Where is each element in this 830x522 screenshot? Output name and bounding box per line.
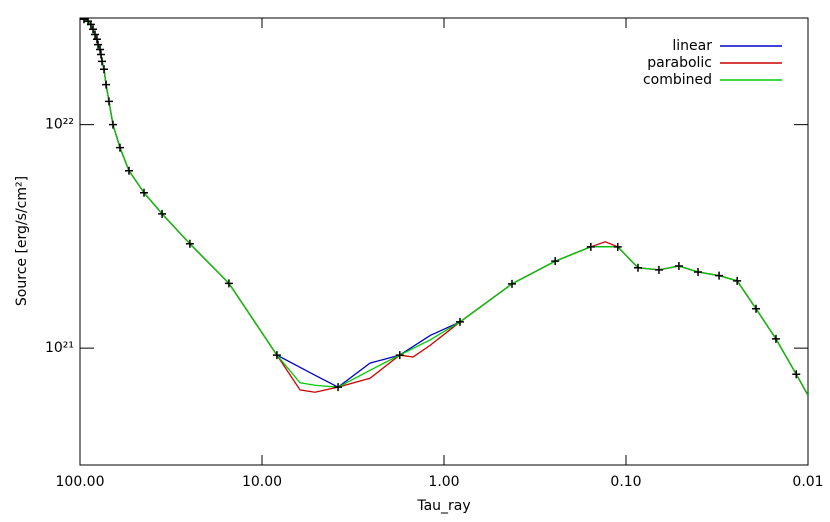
data-point — [185, 239, 194, 248]
data-point — [733, 276, 742, 285]
data-point — [89, 25, 98, 34]
data-point — [158, 209, 167, 218]
data-point — [96, 45, 105, 54]
x-tick-label: 10.00 — [242, 474, 282, 490]
x-tick-label: 1.00 — [428, 474, 459, 490]
data-point — [654, 265, 663, 274]
data-point — [86, 20, 95, 29]
legend-label: combined — [643, 72, 712, 88]
data-point — [124, 166, 133, 175]
data-point — [395, 351, 404, 360]
y-tick-label: 10²¹ — [45, 340, 74, 356]
data-point — [586, 242, 595, 251]
data-point — [792, 370, 801, 379]
x-tick-label: 0.10 — [610, 474, 641, 490]
data-point — [771, 334, 780, 343]
data-point — [108, 120, 117, 129]
data-point — [455, 317, 464, 326]
data-point — [508, 279, 517, 288]
plot-area — [80, 18, 808, 396]
data-point — [96, 50, 105, 59]
data-point — [334, 383, 343, 392]
data-point — [98, 57, 107, 66]
data-point — [115, 143, 124, 152]
data-point — [715, 271, 724, 280]
data-point — [224, 279, 233, 288]
data-point — [80, 18, 88, 24]
data-point — [104, 97, 113, 106]
data-point — [100, 65, 109, 74]
legend-label: linear — [672, 38, 712, 54]
y-axis-title: Source [erg/s/cm²] — [14, 176, 30, 306]
data-point — [551, 257, 560, 266]
data-point — [613, 242, 622, 251]
y-tick-label: 10²² — [45, 117, 74, 133]
data-point — [91, 30, 100, 39]
data-point — [752, 304, 761, 313]
x-axis-title: Tau_ray — [416, 498, 470, 514]
x-tick-label: 100.00 — [56, 474, 105, 490]
data-point — [139, 188, 148, 197]
x-tick-label: 0.01 — [792, 474, 823, 490]
data-point — [94, 40, 103, 49]
data-point — [634, 263, 643, 272]
data-point — [272, 351, 281, 360]
data-point — [92, 35, 101, 44]
data-point — [694, 268, 703, 277]
data-point — [102, 80, 111, 89]
data-point — [674, 262, 683, 271]
legend-label: parabolic — [647, 55, 712, 71]
